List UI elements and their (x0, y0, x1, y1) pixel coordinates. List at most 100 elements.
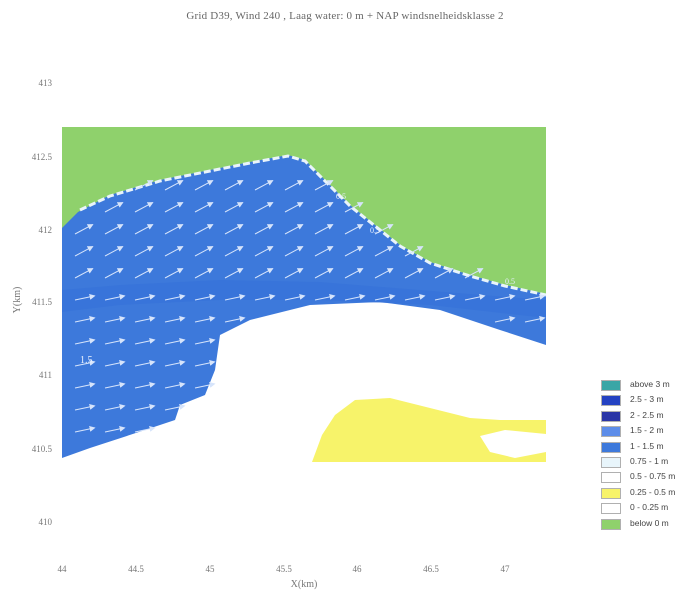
flow-arrow (224, 180, 244, 191)
legend-swatch (601, 410, 621, 422)
legend-swatch (601, 472, 621, 484)
x-tick: 46 (353, 564, 363, 574)
flow-arrow (284, 246, 304, 257)
flow-arrow (194, 381, 216, 389)
legend-swatch (601, 503, 621, 515)
flow-arrow (134, 359, 156, 367)
legend-item: 1.5 - 2 m (601, 424, 690, 439)
flow-arrow (104, 224, 124, 235)
x-axis-label: X(km) (291, 579, 318, 590)
flow-arrow (134, 246, 154, 257)
x-tick-labels: 44 44.5 45 45.5 46 46.5 47 (58, 564, 511, 574)
y-tick: 410 (39, 517, 53, 527)
flow-arrow (194, 359, 216, 367)
flow-arrow (224, 246, 244, 257)
flow-arrow (374, 246, 394, 257)
x-tick: 45 (206, 564, 216, 574)
flow-arrow (464, 268, 484, 279)
flow-arrow (164, 246, 184, 257)
flow-arrow (74, 359, 96, 367)
legend-item: 1 - 1.5 m (601, 440, 690, 455)
flow-arrow (164, 381, 186, 389)
legend-item: below 0 m (601, 517, 690, 532)
chart-title: Grid D39, Wind 240 , Laag water: 0 m + N… (186, 10, 504, 22)
flow-arrow (194, 268, 214, 279)
legend-item: 0.5 - 0.75 m (601, 470, 690, 485)
x-tick: 46.5 (423, 564, 439, 574)
flow-arrow (74, 425, 96, 433)
depth-label: 0.5 (336, 192, 346, 201)
y-tick: 411.5 (32, 297, 52, 307)
legend-swatch (601, 456, 621, 468)
x-tick: 44.5 (128, 564, 144, 574)
legend-swatch (601, 487, 621, 499)
flow-arrow (404, 268, 424, 279)
flow-arrow (164, 293, 186, 301)
flow-arrow (74, 293, 96, 301)
flow-arrow (164, 337, 186, 345)
depth-label: 1.5 (80, 355, 93, 366)
flow-arrow (224, 224, 244, 235)
flow-arrow (104, 202, 124, 213)
flow-arrow (194, 180, 214, 191)
legend-label: below 0 m (630, 517, 669, 528)
legend: above 3 m 2.5 - 3 m 2 - 2.5 m 1.5 - 2 m 1 - … (601, 378, 690, 532)
flow-arrow (254, 224, 274, 235)
flow-arrow (74, 224, 94, 235)
y-tick: 412.5 (32, 152, 53, 162)
flow-arrow (104, 425, 126, 433)
flow-arrow (164, 224, 184, 235)
flow-arrow (374, 224, 394, 235)
flow-arrow (344, 293, 366, 301)
flow-arrow (104, 246, 124, 257)
flow-arrow (284, 268, 304, 279)
depth-label: 0.5 (505, 277, 515, 286)
flow-arrow (134, 315, 156, 323)
flow-arrow (284, 293, 306, 301)
legend-swatch (601, 441, 621, 453)
legend-item: 2.5 - 3 m (601, 393, 690, 408)
shoal-notch (480, 430, 546, 458)
flow-arrow (254, 246, 274, 257)
flow-arrow (494, 315, 516, 323)
flow-arrow (74, 246, 94, 257)
y-tick-labels: 413 412.5 412 411.5 411 410.5 410 (32, 78, 53, 527)
flow-arrow (194, 202, 214, 213)
flow-arrow (284, 224, 304, 235)
flow-arrow (134, 293, 156, 301)
flow-arrow (314, 224, 334, 235)
flow-arrow (104, 337, 126, 345)
y-tick: 410.5 (32, 444, 53, 454)
flow-arrow (194, 224, 214, 235)
flow-arrow (524, 315, 546, 323)
flow-arrow (134, 425, 156, 433)
legend-item: 0.75 - 1 m (601, 455, 690, 470)
y-tick: 411 (39, 370, 52, 380)
flow-arrow (434, 293, 456, 301)
flow-arrow (104, 359, 126, 367)
flow-arrow (464, 293, 486, 301)
flow-arrow (224, 268, 244, 279)
flow-arrow (74, 403, 96, 411)
flow-arrow (224, 293, 246, 301)
legend-label: 2.5 - 3 m (630, 394, 664, 405)
flow-arrow (344, 224, 364, 235)
flow-arrows (74, 180, 546, 433)
legend-label: above 3 m (630, 379, 670, 389)
flow-arrow (284, 180, 304, 191)
flow-arrow (434, 268, 454, 279)
flow-arrow (104, 293, 126, 301)
x-tick: 44 (58, 564, 68, 574)
flow-arrow (164, 202, 184, 213)
shore-edge (79, 154, 547, 297)
x-tick: 45.5 (276, 564, 292, 574)
legend-item: 2 - 2.5 m (601, 409, 690, 424)
flow-arrow (194, 246, 214, 257)
legend-label: 0.25 - 0.5 m (630, 486, 676, 497)
flow-arrow (224, 202, 244, 213)
flow-arrow (284, 202, 304, 213)
flow-arrow (374, 293, 396, 301)
flow-arrow (254, 180, 274, 191)
legend-label: 1 - 1.5 m (630, 440, 664, 451)
